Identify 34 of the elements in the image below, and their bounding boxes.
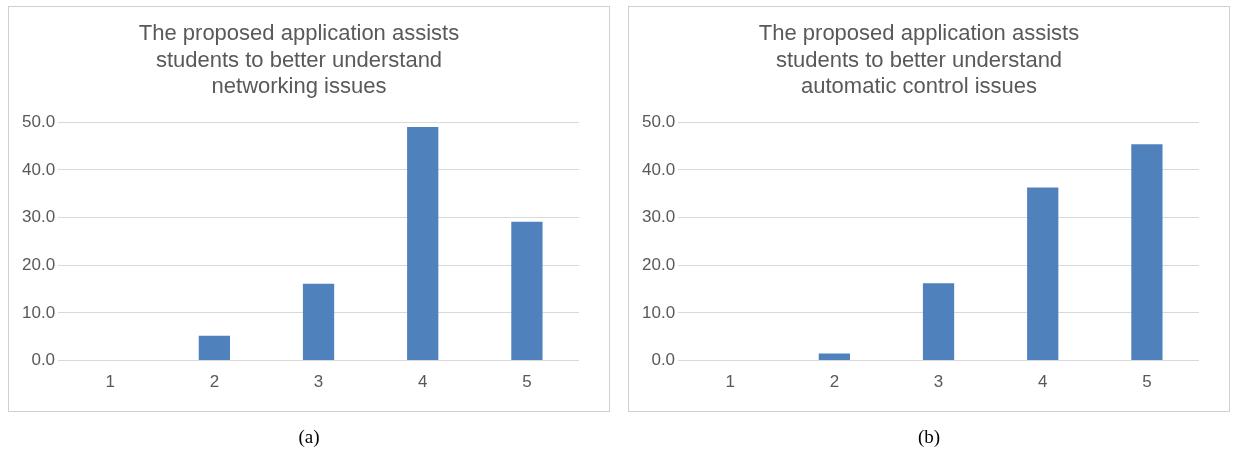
x-tick-label: 5 — [1142, 372, 1152, 392]
bar — [407, 126, 439, 361]
bar — [1131, 144, 1163, 361]
bar — [302, 283, 335, 361]
y-tick-label: 40.0 — [641, 159, 676, 179]
x-tick-label: 1 — [105, 372, 115, 392]
x-tick-label: 5 — [522, 372, 532, 392]
y-tick-label: 20.0 — [641, 254, 676, 274]
y-tick-label: 0.0 — [651, 350, 676, 370]
y-tick-label: 20.0 — [21, 254, 56, 274]
x-tick-label: 4 — [1037, 372, 1048, 392]
y-tick-label: 10.0 — [641, 302, 676, 322]
chart-title: The proposed application assists students to better understand networking issues — [138, 20, 460, 99]
y-tick-label: 50.0 — [21, 111, 56, 131]
y-tick-label: 0.0 — [31, 350, 56, 370]
bar — [922, 283, 955, 361]
x-tick-label: 3 — [933, 372, 944, 392]
text: (a) — [297, 426, 321, 448]
x-tick-label: 2 — [829, 372, 840, 392]
bar — [818, 353, 850, 361]
bar — [198, 335, 230, 361]
y-tick-label: 40.0 — [21, 159, 56, 179]
y-tick-label: 50.0 — [641, 111, 676, 131]
x-tick-label: 1 — [725, 372, 735, 392]
x-tick-label: 2 — [209, 372, 220, 392]
chart-title: The proposed application assists students to better understand automatic control issues — [758, 20, 1080, 99]
x-tick-label: 3 — [313, 372, 324, 392]
y-tick-label: 30.0 — [21, 207, 56, 227]
y-tick-label: 30.0 — [641, 207, 676, 227]
y-tick-label: 10.0 — [21, 302, 56, 322]
bar — [1027, 187, 1059, 361]
bar — [511, 221, 543, 361]
text: (b) — [916, 426, 942, 448]
x-tick-label: 4 — [417, 372, 428, 392]
